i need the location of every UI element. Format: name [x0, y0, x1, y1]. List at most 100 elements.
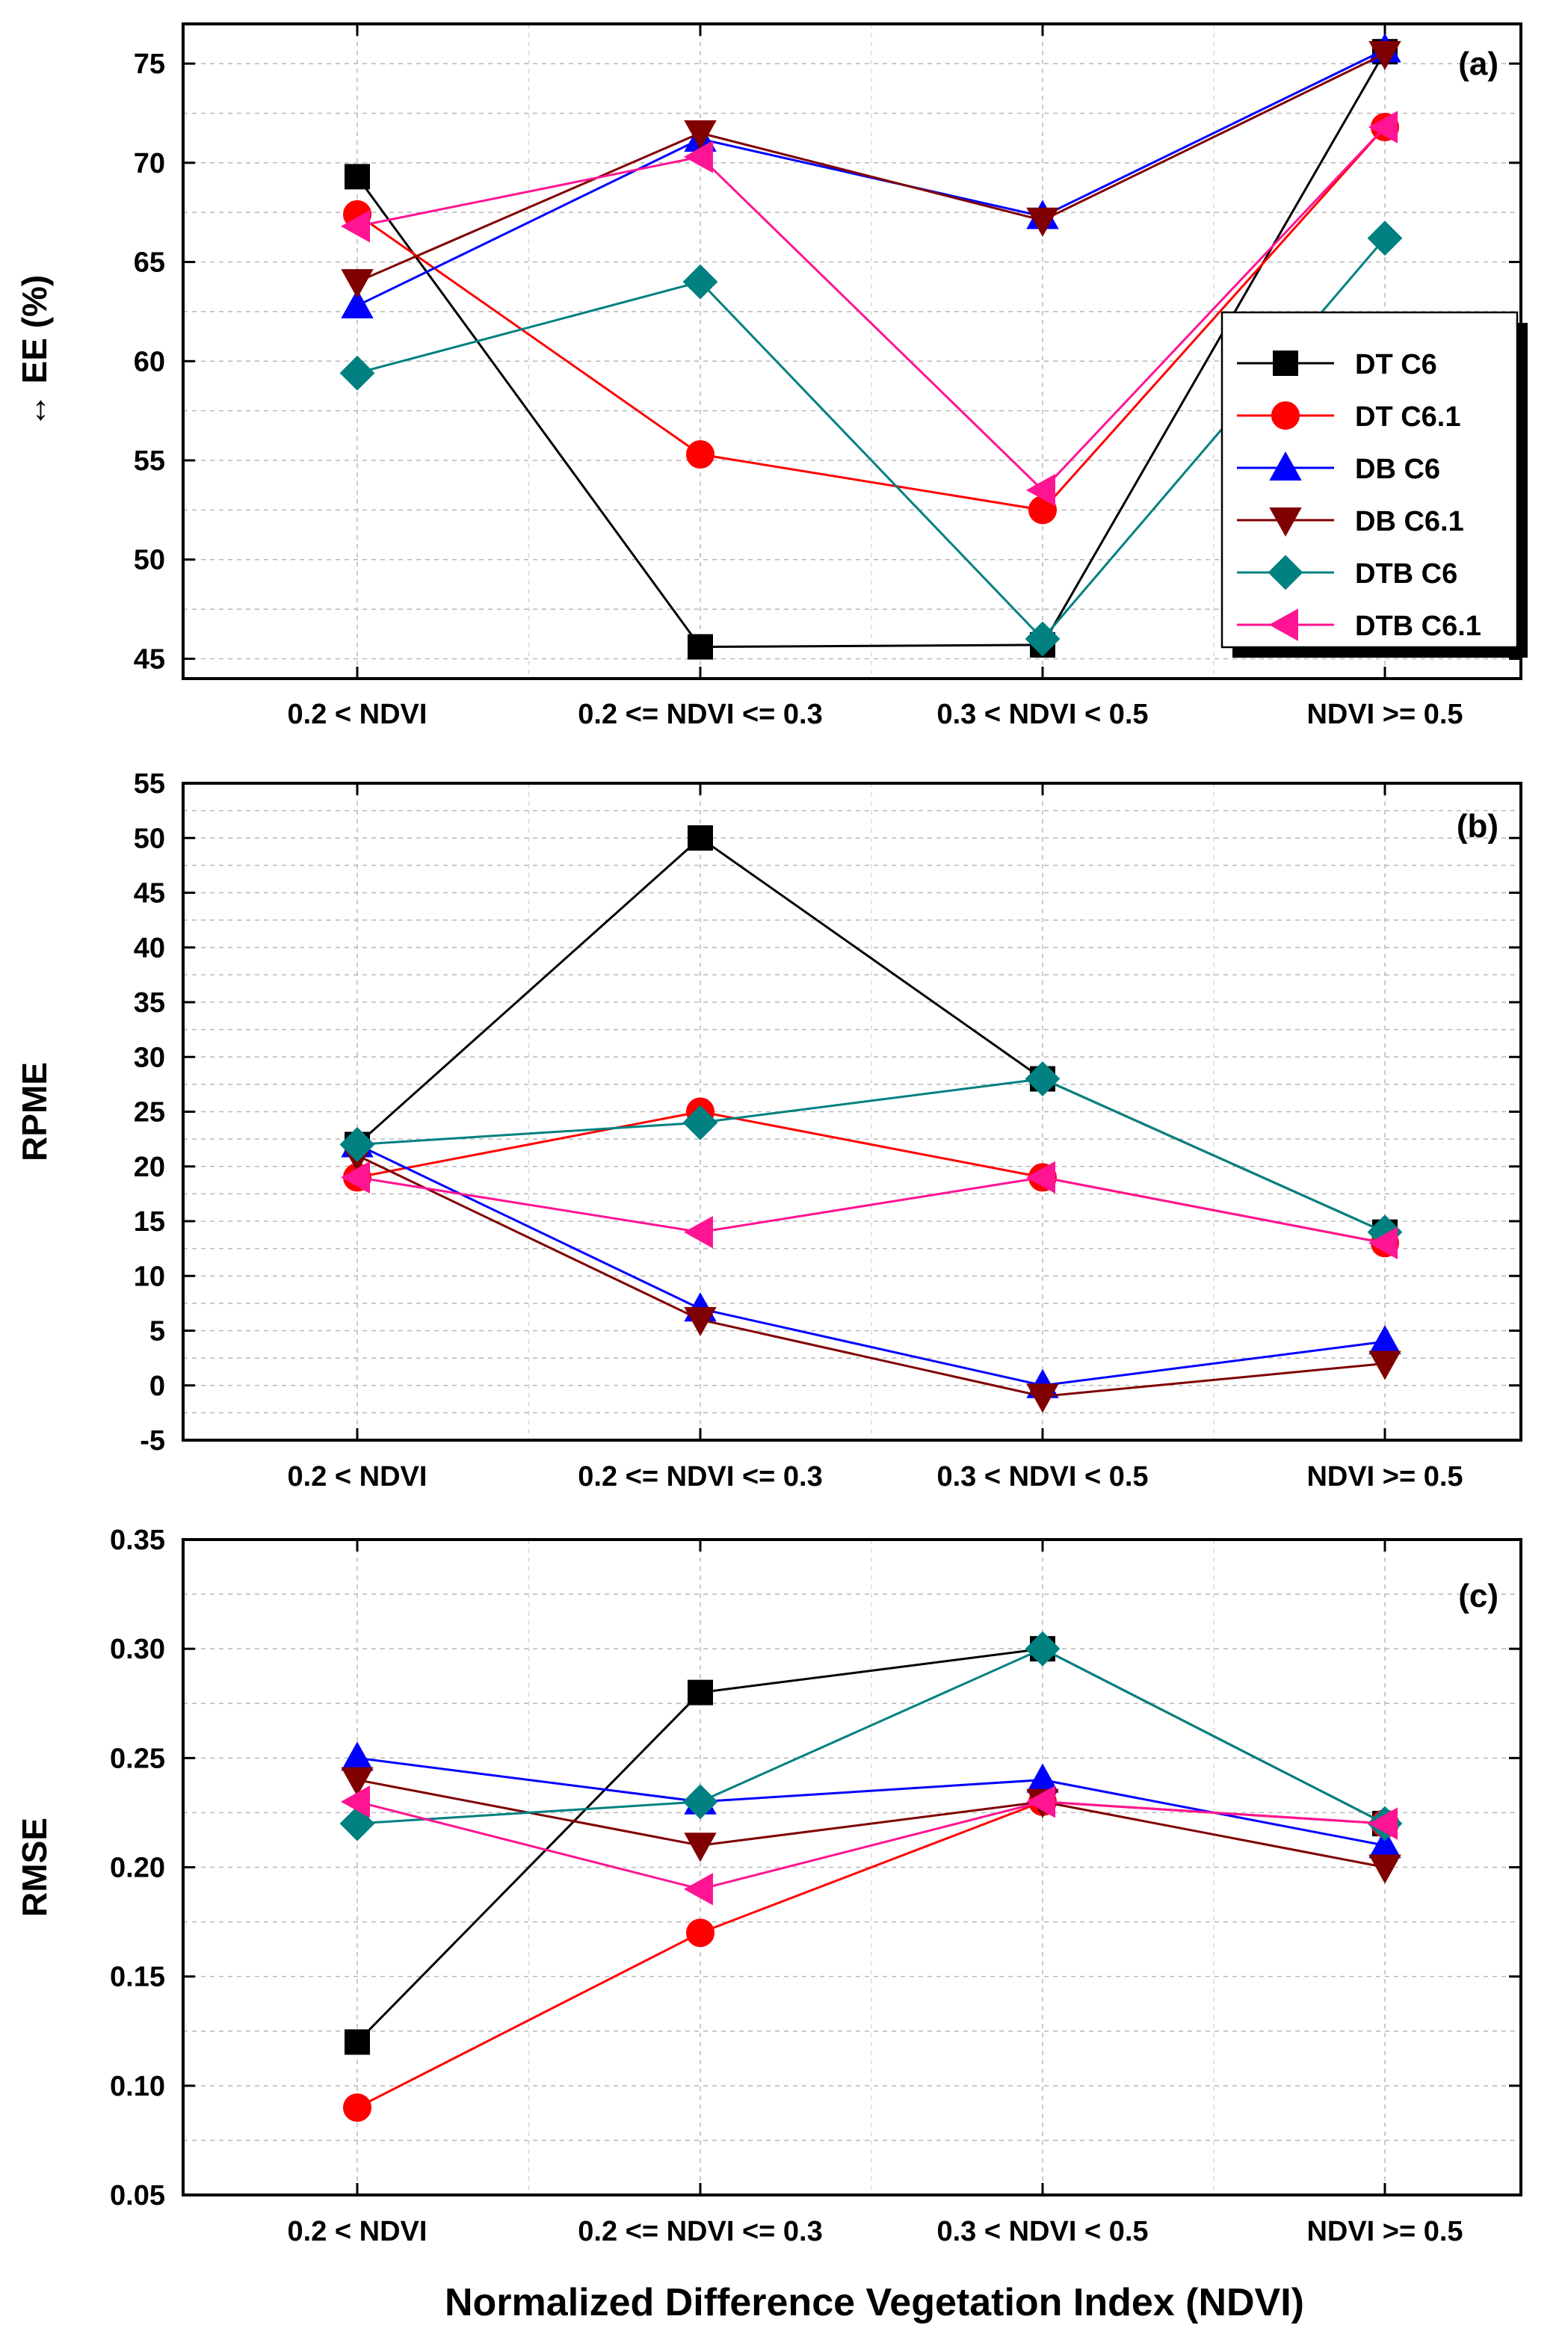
y-tick-label: 0.15	[110, 1962, 165, 1993]
y-tick-label: 25	[134, 1097, 165, 1129]
legend-marker	[1269, 507, 1302, 537]
x-category-label: 0.3 < NDVI < 0.5	[936, 1461, 1148, 1492]
legend-label: DTB C6	[1355, 558, 1457, 590]
y-tick-label: 55	[134, 768, 165, 800]
y-tick-label: 0.25	[110, 1743, 165, 1774]
data-point-db-c6	[341, 288, 374, 318]
data-point-dtb-c6-1	[1025, 1785, 1055, 1818]
x-category-label: 0.2 <= NDVI <= 0.3	[578, 1461, 822, 1492]
legend-label: DT C6.1	[1355, 401, 1460, 433]
data-point-db-c6-1	[1026, 1383, 1059, 1413]
data-point-dtb-c6-1	[683, 1215, 713, 1249]
y-tick-label: -5	[140, 1425, 165, 1457]
x-category-label: NDVI >= 0.5	[1306, 2216, 1463, 2247]
x-category-label: 0.2 < NDVI	[288, 2216, 428, 2247]
legend-marker	[1268, 608, 1298, 641]
data-point-dtb-c6	[1025, 1061, 1061, 1096]
legend-entry-dtb-c6-1: DTB C6.1	[1237, 608, 1481, 642]
panel-label: (c)	[1458, 1578, 1498, 1614]
legend-entry-dtb-c6: DTB C6	[1237, 555, 1457, 590]
data-point-dtb-c6-1	[1368, 1226, 1398, 1259]
data-point-dtb-c6	[1025, 621, 1061, 657]
data-point-dtb-c6	[682, 1105, 718, 1140]
y-tick-label: 0	[149, 1371, 165, 1402]
series-line-db-c6	[356, 1143, 1386, 1387]
x-category-label: 0.3 < NDVI < 0.5	[936, 2216, 1148, 2247]
x-axis-title: Normalized Difference Vegetation Index (…	[445, 2281, 1304, 2324]
data-point-dtb-c6-1	[683, 1873, 713, 1906]
data-point-dtb-c6-1	[340, 1785, 370, 1818]
y-tick-label: 0.30	[110, 1634, 165, 1665]
y-tick-label: 55	[134, 445, 165, 477]
legend-entry-dt-c6: DT C6	[1237, 349, 1437, 380]
data-point-dtb-c6-1	[1368, 111, 1398, 143]
data-point-dtb-c6	[682, 264, 718, 300]
data-point-db-c6-1	[1368, 1350, 1401, 1380]
data-point-dt-c6-1	[343, 2093, 371, 2122]
x-category-label: 0.2 < NDVI	[288, 699, 428, 730]
x-category-label: 0.2 < NDVI	[288, 1461, 428, 1492]
data-point-db-c6	[341, 1741, 374, 1771]
data-point-dt-c6-1	[686, 440, 714, 469]
legend-marker	[1269, 451, 1302, 481]
y-tick-label: 40	[134, 933, 165, 964]
series-line-dtb-c6-1	[356, 1176, 1386, 1244]
y-tick-label: 20	[134, 1152, 165, 1183]
y-tick-label: 0.20	[110, 1853, 165, 1884]
y-tick-label: 35	[134, 987, 165, 1019]
series-line-dtb-c6	[356, 1078, 1386, 1234]
legend-marker	[1273, 351, 1298, 376]
legend-marker	[1268, 555, 1303, 590]
series-line-db-c6-1	[356, 1154, 1386, 1398]
series-dtb-c6-1	[340, 1785, 1398, 1906]
data-point-db-c6-1	[684, 1833, 717, 1862]
legend-label: DT C6	[1355, 349, 1437, 380]
data-point-db-c6-1	[341, 1767, 374, 1797]
data-point-db-c6-1	[684, 1306, 717, 1336]
legend-entry-db-c6-1: DB C6.1	[1237, 506, 1464, 537]
legend-marker	[1271, 401, 1300, 430]
data-point-dtb-c6	[1025, 1631, 1061, 1667]
y-axis-title: ↔ EE (%)	[15, 275, 54, 427]
series-line-dtb-c6-1	[356, 126, 1386, 492]
data-point-dtb-c6	[339, 355, 375, 391]
data-point-dt-c6	[688, 825, 713, 851]
y-tick-label: 70	[134, 148, 165, 179]
legend-label: DTB C6.1	[1355, 611, 1481, 642]
data-point-db-c6-1	[684, 120, 717, 150]
panel-label: (a)	[1458, 46, 1498, 82]
data-point-db-c6-1	[1368, 1854, 1401, 1884]
y-tick-label: 65	[134, 247, 165, 279]
legend-label: DB C6.1	[1355, 506, 1464, 537]
y-tick-label: 0.05	[110, 2180, 165, 2211]
series-line-dt-c6	[356, 51, 1386, 649]
data-point-dtb-c6	[1367, 220, 1403, 256]
y-tick-label: 10	[134, 1261, 165, 1292]
y-tick-label: 50	[134, 823, 165, 854]
series-line-dtb-c6	[356, 1647, 1386, 1825]
series-line-dtb-c6	[356, 237, 1386, 641]
y-tick-label: 0.35	[110, 1525, 165, 1556]
data-point-dtb-c6-1	[683, 141, 713, 173]
data-point-dt-c6	[688, 1679, 713, 1705]
y-tick-label: 0.10	[110, 2071, 165, 2102]
data-point-dt-c6-1	[686, 1918, 714, 1948]
y-axis-title: RMSE	[15, 1818, 54, 1917]
y-axis-title: RPME	[15, 1062, 54, 1161]
y-tick-label: 5	[149, 1316, 165, 1347]
panel-label: (b)	[1457, 808, 1498, 845]
data-point-db-c6-1	[341, 269, 374, 299]
x-category-label: NDVI >= 0.5	[1306, 699, 1463, 730]
x-category-label: 0.2 <= NDVI <= 0.3	[578, 2216, 822, 2247]
data-point-db-c6-1	[1368, 40, 1401, 70]
data-point-dtb-c6-1	[1025, 1161, 1055, 1194]
y-tick-label: 60	[134, 346, 165, 377]
y-tick-label: 75	[134, 49, 165, 80]
x-category-label: 0.2 <= NDVI <= 0.3	[578, 699, 822, 730]
series-dtb-c6	[339, 220, 1403, 657]
legend-entry-dt-c6-1: DT C6.1	[1237, 401, 1460, 433]
y-tick-label: 45	[134, 878, 165, 910]
series-dtb-c6-1	[340, 1161, 1398, 1259]
series-dtb-c6	[339, 1061, 1403, 1250]
series-line-dtb-c6-1	[356, 1800, 1386, 1891]
